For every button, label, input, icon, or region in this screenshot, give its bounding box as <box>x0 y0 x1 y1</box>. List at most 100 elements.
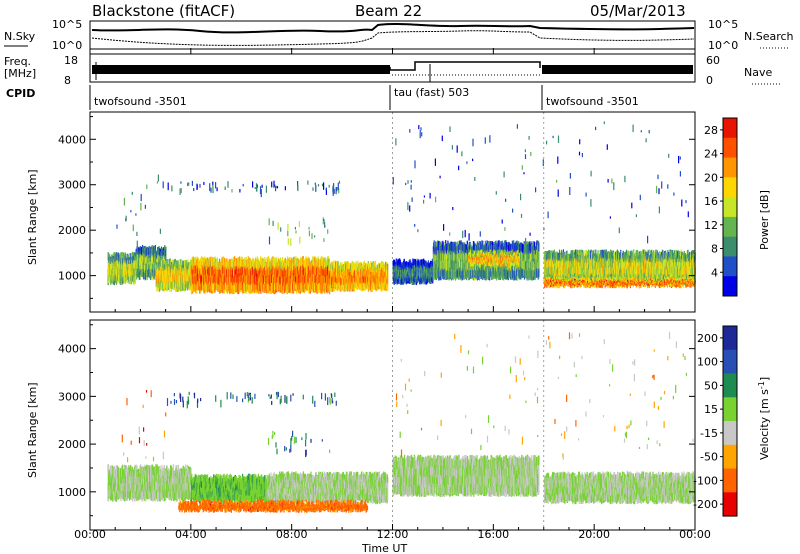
heatmap-cell <box>400 262 402 268</box>
heatmap-cell <box>233 257 235 267</box>
heatmap-cell <box>372 261 374 268</box>
heatmap-cell <box>158 259 160 267</box>
heatmap-cell <box>387 277 389 284</box>
heatmap-cell <box>165 253 167 262</box>
heatmap-cell <box>338 284 340 291</box>
nsky-tick-top: 10^5 <box>52 18 82 31</box>
heatmap-cell <box>308 258 310 268</box>
heatmap-cell <box>328 258 330 267</box>
heatmap-cell <box>149 247 151 255</box>
heatmap-cell <box>163 283 165 292</box>
radar-title: Blackstone (fitACF) <box>92 2 235 20</box>
heatmap-cell <box>129 253 131 260</box>
heatmap-cell <box>151 245 153 254</box>
beam-title: Beam 22 <box>355 2 422 20</box>
heatmap-cell <box>405 261 407 267</box>
heatmap-cell <box>329 263 331 271</box>
heatmap-cell <box>256 285 258 294</box>
heatmap-cell <box>331 284 333 292</box>
heatmap-cell <box>397 260 399 266</box>
heatmap-cell <box>231 258 233 267</box>
heatmap-cell <box>218 285 221 294</box>
power-heatmap <box>107 112 696 312</box>
heatmap-cell <box>375 285 377 292</box>
heatmap-cell <box>179 283 181 292</box>
heatmap-cell <box>119 276 121 285</box>
heatmap-cell <box>239 256 241 265</box>
heatmap-cell <box>470 263 472 267</box>
heatmap-cell <box>167 283 169 290</box>
heatmap-cell <box>131 251 133 260</box>
heatmap-cell <box>194 257 196 266</box>
nsearch-label: N.Search <box>744 30 794 43</box>
heatmap-cell <box>538 268 540 277</box>
heatmap-cell <box>283 286 285 294</box>
heatmap-cell <box>383 284 386 291</box>
heatmap-cell <box>191 257 193 266</box>
freq-unit-label: [MHz] <box>4 67 36 80</box>
heatmap-cell <box>368 263 370 270</box>
nsearch-tick-top: 10^5 <box>708 18 738 31</box>
heatmap-cell <box>330 261 332 270</box>
heatmap-cell <box>370 261 372 268</box>
heatmap-cell <box>261 286 263 294</box>
heatmap-cell <box>122 277 124 285</box>
heatmap-cell <box>124 252 126 261</box>
heatmap-cell <box>154 245 156 254</box>
heatmap-cell <box>156 284 158 292</box>
heatmap-cell <box>399 277 401 284</box>
heatmap-cell <box>136 272 138 280</box>
heatmap-cell <box>163 259 165 268</box>
heatmap-cell <box>345 283 347 292</box>
heatmap-cell <box>210 256 212 266</box>
heatmap-cell <box>284 257 286 267</box>
heatmap-cell <box>205 258 207 267</box>
heatmap-cell <box>379 262 382 270</box>
heatmap-cell <box>473 251 476 255</box>
nsky-label: N.Sky <box>4 30 36 43</box>
heatmap-cell <box>135 273 137 281</box>
heatmap-cell <box>393 259 395 266</box>
heatmap-cell <box>176 284 178 292</box>
heatmap-cell <box>397 279 399 284</box>
heatmap-cell <box>387 283 389 291</box>
heatmap-cell <box>314 257 316 266</box>
freq-label: Freq. <box>4 55 31 68</box>
heatmap-cell <box>334 260 336 269</box>
heatmap-cell <box>337 261 339 269</box>
heatmap-cell <box>387 263 389 271</box>
heatmap-cell <box>131 257 133 264</box>
heatmap-cell <box>164 245 166 253</box>
heatmap-cell <box>538 259 540 269</box>
heatmap-cell <box>475 250 477 254</box>
heatmap-cell <box>127 254 129 262</box>
heatmap-cell <box>538 251 540 260</box>
heatmap-cell <box>140 246 142 255</box>
heatmap-cell <box>339 262 342 270</box>
heatmap-cell <box>170 285 172 292</box>
nsky-tick-bottom: 10^0 <box>52 39 82 52</box>
heatmap-cell <box>405 261 407 267</box>
heatmap-cell <box>341 263 343 271</box>
heatmap-cell <box>408 260 410 266</box>
cpid-segment-3: twofsound -3501 <box>546 95 639 108</box>
heatmap-cell <box>401 279 403 285</box>
heatmap-cell <box>363 283 365 291</box>
freq-step-line <box>389 61 541 71</box>
heatmap-cell <box>399 258 401 265</box>
heatmap-cell <box>350 284 352 292</box>
heatmap-cell <box>276 256 278 266</box>
heatmap-cell <box>396 278 398 285</box>
heatmap-cell <box>538 242 540 252</box>
heatmap-cell <box>145 246 147 255</box>
heatmap-cell <box>150 250 152 258</box>
heatmap-cell <box>234 256 236 266</box>
heatmap-cell <box>410 262 412 268</box>
heatmap-cell <box>181 262 183 269</box>
heatmap-cell <box>191 273 193 282</box>
heatmap-cell <box>374 260 377 268</box>
heatmap-cell <box>242 259 244 267</box>
nave-tick-bottom: 0 <box>706 74 713 87</box>
heatmap-cell <box>356 284 358 290</box>
